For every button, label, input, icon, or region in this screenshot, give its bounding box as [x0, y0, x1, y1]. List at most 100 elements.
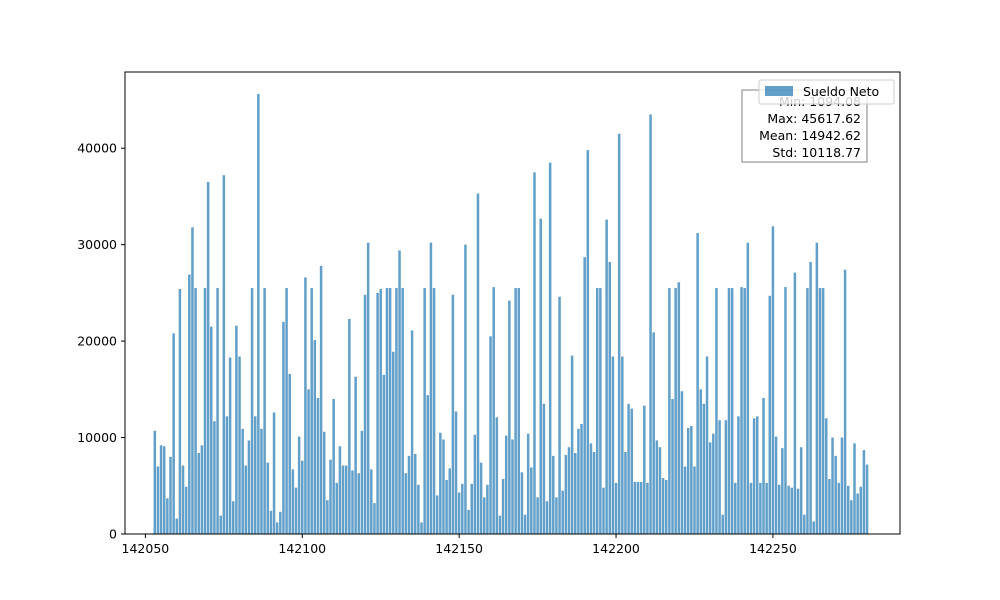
bar [718, 420, 721, 534]
bar [470, 483, 473, 534]
bar [319, 265, 323, 534]
bar [162, 446, 166, 534]
legend-swatch [765, 86, 793, 96]
y-tick-label: 40000 [77, 141, 117, 156]
bar [712, 433, 715, 534]
bar [633, 481, 637, 534]
bar [153, 430, 157, 534]
bar [661, 478, 665, 534]
bar [668, 288, 671, 534]
bar [831, 437, 834, 534]
bar [206, 181, 210, 534]
bar [643, 405, 646, 534]
bar [445, 479, 448, 534]
bar [486, 484, 489, 534]
bar [686, 427, 690, 534]
bar [577, 428, 580, 534]
bar [442, 439, 445, 534]
x-tick-label: 142250 [749, 541, 797, 556]
bar [755, 416, 759, 534]
x-axis: 142050 142100 142150 142200 142250 [122, 534, 797, 556]
bar [178, 289, 182, 534]
bar [511, 439, 514, 534]
bar [608, 262, 612, 534]
bar [683, 466, 687, 534]
y-axis: 0 10000 20000 30000 40000 [77, 141, 125, 542]
bar [803, 514, 806, 534]
bar [275, 522, 279, 534]
bar [269, 510, 273, 534]
bar [777, 484, 781, 534]
bar [508, 300, 511, 534]
bar [257, 94, 260, 534]
bar [194, 288, 197, 534]
bar [630, 408, 633, 534]
bar [344, 465, 348, 534]
bar [552, 455, 555, 534]
bar [407, 455, 411, 534]
bar [655, 440, 659, 534]
bar [451, 294, 455, 534]
bar [787, 485, 790, 534]
bar [210, 326, 213, 534]
bar [652, 332, 655, 534]
stats-mean: Mean: 14942.62 [759, 128, 861, 143]
bar [457, 492, 461, 534]
bar [279, 511, 282, 534]
bar [781, 448, 784, 534]
bar [266, 462, 270, 534]
bar [627, 403, 630, 534]
bar [821, 288, 825, 534]
bar [865, 464, 869, 534]
bar [646, 482, 649, 534]
bar [737, 416, 740, 534]
bar [771, 226, 775, 534]
bar [746, 242, 750, 534]
bar [558, 296, 561, 534]
bar [357, 473, 361, 534]
bar [410, 330, 414, 534]
bar [526, 433, 530, 534]
bar [674, 288, 677, 534]
bar [727, 288, 731, 534]
x-tick-label: 142150 [435, 541, 483, 556]
bar [244, 465, 248, 534]
bar [492, 287, 495, 534]
bar [542, 403, 546, 534]
bar [850, 500, 853, 534]
bar [693, 466, 696, 534]
bar [501, 479, 505, 534]
bar [815, 242, 819, 534]
bar [238, 356, 241, 534]
bar [621, 356, 624, 534]
bar [404, 473, 408, 534]
bar [489, 336, 492, 534]
bar [310, 288, 313, 534]
bar [539, 218, 542, 535]
bar [439, 432, 442, 534]
bar [282, 321, 285, 534]
bar [260, 428, 263, 534]
bar [392, 351, 395, 534]
bar [225, 416, 229, 534]
x-tick-label: 142050 [122, 541, 170, 556]
bar [197, 452, 200, 534]
bar [617, 133, 621, 535]
bar [658, 447, 662, 534]
bar [348, 318, 351, 534]
bar [570, 355, 574, 534]
bar [564, 454, 568, 534]
bar [555, 497, 558, 534]
bar [762, 398, 765, 534]
bar [843, 269, 847, 534]
bar [825, 418, 828, 534]
bar [809, 262, 812, 534]
bar [417, 484, 420, 534]
bar [561, 490, 564, 534]
bar [316, 398, 320, 534]
bar [533, 172, 536, 534]
bar [401, 288, 404, 534]
x-tick-label: 142100 [278, 541, 326, 556]
bar [812, 521, 815, 534]
bar [473, 434, 477, 534]
